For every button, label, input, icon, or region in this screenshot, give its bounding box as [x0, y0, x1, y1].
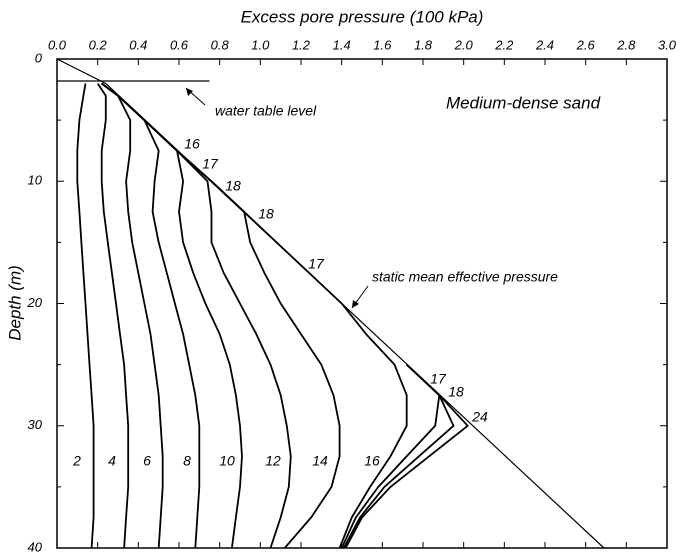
curve-label: 18 [258, 206, 274, 222]
x-tick-label: 1.4 [333, 37, 351, 52]
reference-line [56, 58, 605, 549]
isochrone-line [96, 83, 130, 549]
x-tick-label: 0.6 [170, 37, 189, 52]
annotation: water table level [215, 103, 317, 119]
x-tick-label: 2.4 [535, 37, 554, 52]
y-tick-label: 40 [28, 539, 43, 554]
x-tick-label: 2.2 [494, 37, 514, 52]
x-tick-label: 1.2 [292, 37, 311, 52]
x-tick-label: 1.0 [251, 37, 270, 52]
y-tick-label: 10 [28, 173, 43, 188]
x-tick-label: 2.8 [616, 37, 636, 52]
y-axis-title: Depth (m) [5, 265, 24, 341]
series-label: 2 [72, 453, 81, 469]
isochrone-line [101, 82, 201, 549]
series-label: 14 [312, 453, 328, 469]
isochrone-line [101, 82, 341, 549]
x-tick-label: 0.0 [48, 37, 67, 52]
series-label: 10 [219, 453, 235, 469]
isochrone-line [101, 82, 243, 549]
chart-title: Excess pore pressure (100 kPa) [241, 7, 484, 26]
x-tick-label: 2.6 [576, 37, 596, 52]
x-tick-label: 0.4 [129, 37, 147, 52]
x-tick-label: 1.6 [373, 37, 392, 52]
isochrone-line [101, 82, 408, 549]
series-label: 8 [183, 453, 191, 469]
isochrone-line [76, 83, 95, 549]
series-label: 17 [430, 371, 447, 387]
x-tick-label: 0.8 [211, 37, 230, 52]
x-tick-label: 1.8 [414, 37, 433, 52]
curve-label: 18 [225, 178, 241, 194]
isochrone-line [344, 363, 469, 549]
annotation: static mean effective pressure [372, 269, 558, 285]
series-label: 24 [471, 409, 488, 425]
y-tick-label: 30 [28, 417, 43, 432]
curve-label: 17 [308, 256, 325, 272]
y-tick-label: 0 [35, 50, 43, 65]
arrow-head [352, 300, 359, 308]
y-tick-label: 20 [27, 295, 43, 310]
series-label: 12 [265, 453, 281, 469]
arrow-head [186, 88, 193, 96]
x-tick-label: 2.0 [454, 37, 474, 52]
plot-frame [56, 58, 668, 549]
annotation: Medium-dense sand [446, 93, 601, 112]
x-tick-label: 0.2 [89, 37, 108, 52]
isochrone-line [101, 82, 164, 549]
x-tick-label: 3.0 [658, 37, 677, 52]
series-label: 4 [108, 453, 116, 469]
curve-label: 16 [184, 136, 200, 152]
series-label: 6 [143, 453, 151, 469]
curve-label: 17 [202, 156, 219, 172]
series-label: 16 [364, 453, 380, 469]
series-label: 18 [448, 384, 464, 400]
